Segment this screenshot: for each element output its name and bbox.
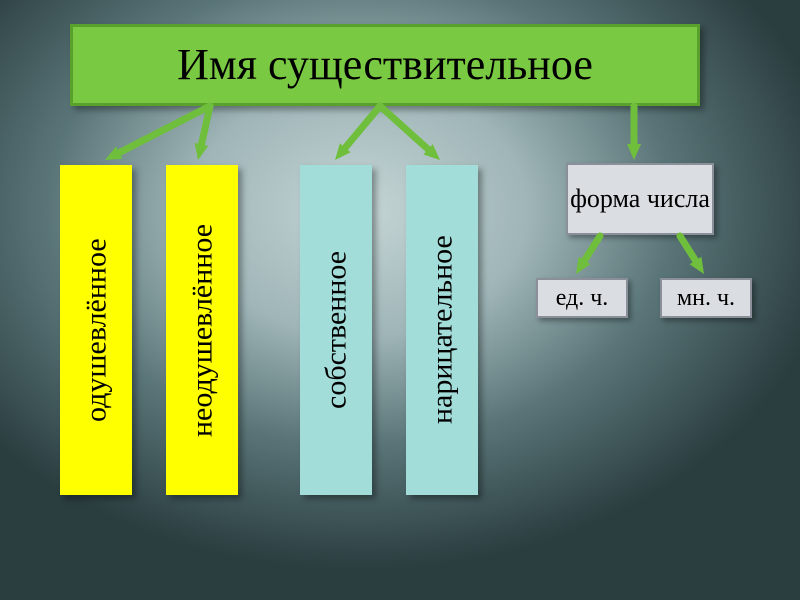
diagram-stage: Имя существительное одушевлённое неодушев… [0, 0, 800, 600]
title-box: Имя существительное [70, 24, 700, 106]
number-form-box: форма числа [566, 163, 714, 235]
column-animate: одушевлённое [60, 165, 132, 495]
column-label-common: нарицательное [426, 236, 459, 425]
number-singular: ед. ч. [536, 278, 628, 318]
title-text: Имя существительное [177, 41, 593, 89]
column-proper: собственное [300, 165, 372, 495]
column-common: нарицательное [406, 165, 478, 495]
number-label-plural: мн. ч. [677, 285, 735, 311]
number-form-label: форма числа [570, 185, 710, 214]
column-inanimate: неодушевлённое [166, 165, 238, 495]
column-label-proper: собственное [320, 251, 353, 409]
number-label-singular: ед. ч. [556, 285, 609, 311]
column-label-animate: одушевлённое [80, 238, 113, 422]
column-label-inanimate: неодушевлённое [186, 223, 219, 436]
number-plural: мн. ч. [660, 278, 752, 318]
